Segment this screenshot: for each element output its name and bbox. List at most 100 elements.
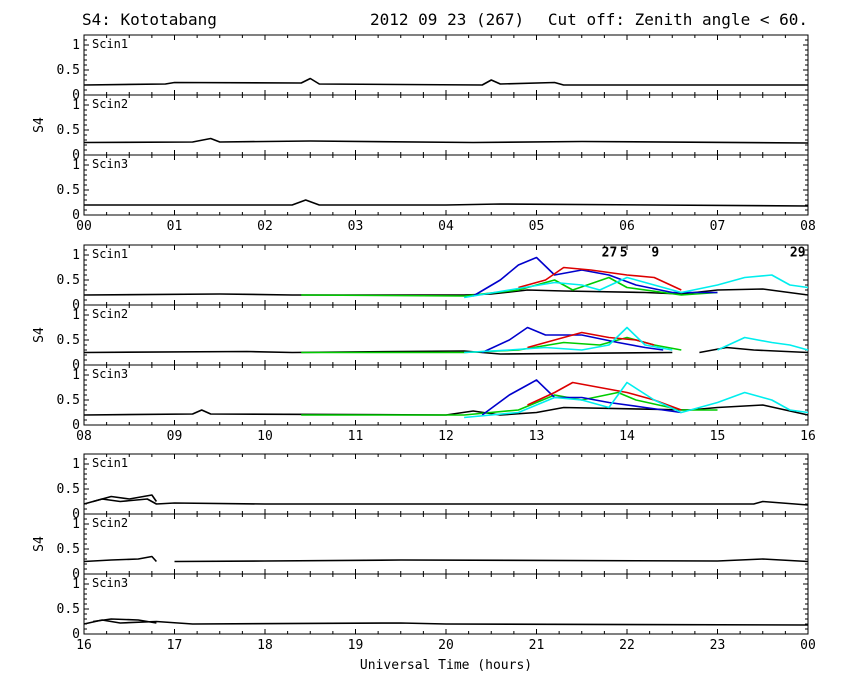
panel-name-label: Scin3 [92,576,128,590]
panel-1-scin1: 0 0.5 1 Scin1 [57,34,809,103]
x-tick-label: 21 [529,638,545,653]
x-tick-label: 23 [710,638,726,653]
y-tick-label: 0 [72,298,80,313]
x-tick-label: 08 [76,429,92,444]
series-line-black [92,618,157,624]
y-tick-label: 1 [72,248,80,263]
x-tick-label: 13 [529,429,545,444]
series-line-black [92,494,158,503]
series-line-red [518,266,682,291]
panel-name-label: Scin1 [92,456,128,470]
x-tick-label: 11 [348,429,364,444]
panel-name-label: Scin2 [92,97,128,111]
x-tick-label: 08 [800,219,816,234]
panel-3-scin3: 0 0.5 1 Scin3 [57,573,809,642]
y-tick-label: 0.5 [57,333,80,348]
y-tick-label: 1 [72,457,80,472]
series-line-black [174,558,809,563]
series-line-black [83,77,808,86]
panel-frame [83,364,809,426]
panel-frame [83,34,809,96]
panel-frame [83,453,809,515]
x-tick-label: 16 [76,638,92,653]
x-tick-label: 07 [710,219,726,234]
x-tick-label: 02 [257,219,273,234]
panel-name-label: Scin1 [92,247,128,261]
panel-name-label: Scin2 [92,516,128,530]
chart-cutoff-title: Cut off: Zenith angle < 60. [547,10,808,29]
series-line-cyan [463,274,809,299]
series-line-cyan [464,381,809,419]
satellite-label: 29 [790,246,806,261]
series-line-black [83,288,809,296]
y-tick-label: 1 [72,158,80,173]
y-tick-label: 0.5 [57,482,80,497]
x-axis-label: Universal Time (hours) [360,658,532,673]
x-tick-label: 14 [619,429,635,444]
satellite-label: 27 [602,246,618,261]
y-tick-label: 1 [72,517,80,532]
x-tick-label: 00 [76,219,92,234]
y-tick-label: 1 [72,577,80,592]
panel-1-scin2: 0 0.5 1 Scin2 [57,94,809,163]
x-tick-label: 06 [619,219,635,234]
series-line-black [699,346,809,354]
x-tick-label: 16 [800,429,816,444]
panel-1-scin3: 0 0.5 1 Scin3 [57,154,809,223]
x-tick-label: 09 [167,429,183,444]
y-tick-label: 0.5 [57,602,80,617]
panel-frame [83,513,809,575]
y-axis-label: S4 [32,117,47,133]
y-tick-label: 0 [72,507,80,522]
x-tick-label: 01 [167,219,183,234]
x-tick-label: 00 [800,638,816,653]
chart-station-title: S4: Kototabang [82,10,217,29]
series-line-black [84,199,809,207]
x-tick-label: 17 [167,638,183,653]
series-line-blue [481,326,664,354]
series-line-black [83,137,809,144]
series-line-cyan [717,336,809,351]
y-tick-label: 0.5 [57,393,80,408]
y-tick-label: 0 [72,208,80,223]
y-tick-label: 0.5 [57,63,80,78]
panel-name-label: Scin3 [92,157,128,171]
y-tick-label: 0.5 [57,123,80,138]
x-tick-label: 18 [257,638,273,653]
series-line-cyan [464,326,673,354]
series-line-black [83,619,809,626]
series-line-black [83,498,809,506]
panel-name-label: Scin3 [92,367,128,381]
panel-frame [83,304,809,366]
y-tick-label: 0 [72,88,80,103]
series-line-black [83,555,157,563]
x-tick-label: 10 [257,429,273,444]
panel-3-scin1: 0 0.5 1 Scin1 [57,453,809,522]
series-line-black [83,404,809,416]
y-tick-label: 1 [72,38,80,53]
x-tick-label: 19 [348,638,364,653]
y-axis-label: S4 [32,536,47,552]
panel-frame [83,94,809,156]
series-line-blue [472,256,718,297]
y-tick-label: 0 [72,148,80,163]
satellite-label: 9 [651,246,659,261]
x-tick-label: 05 [529,219,545,234]
y-axis-label: S4 [32,327,47,343]
x-tick-label: 22 [619,638,635,653]
x-tick-label: 04 [438,219,454,234]
x-tick-label: 15 [710,429,726,444]
panel-2-scin2: 0 0.5 1 Scin2 [57,304,809,373]
y-tick-label: 0 [72,567,80,582]
y-tick-label: 0 [72,418,80,433]
y-tick-label: 1 [72,98,80,113]
y-tick-label: 0.5 [57,183,80,198]
y-tick-label: 0.5 [57,542,80,557]
x-tick-label: 03 [348,219,364,234]
panel-name-label: Scin1 [92,37,128,51]
y-tick-label: 0 [72,358,80,373]
satellite-label: 5 [620,246,628,261]
y-tick-label: 0.5 [57,273,80,288]
y-tick-label: 1 [72,368,80,383]
y-tick-label: 1 [72,308,80,323]
